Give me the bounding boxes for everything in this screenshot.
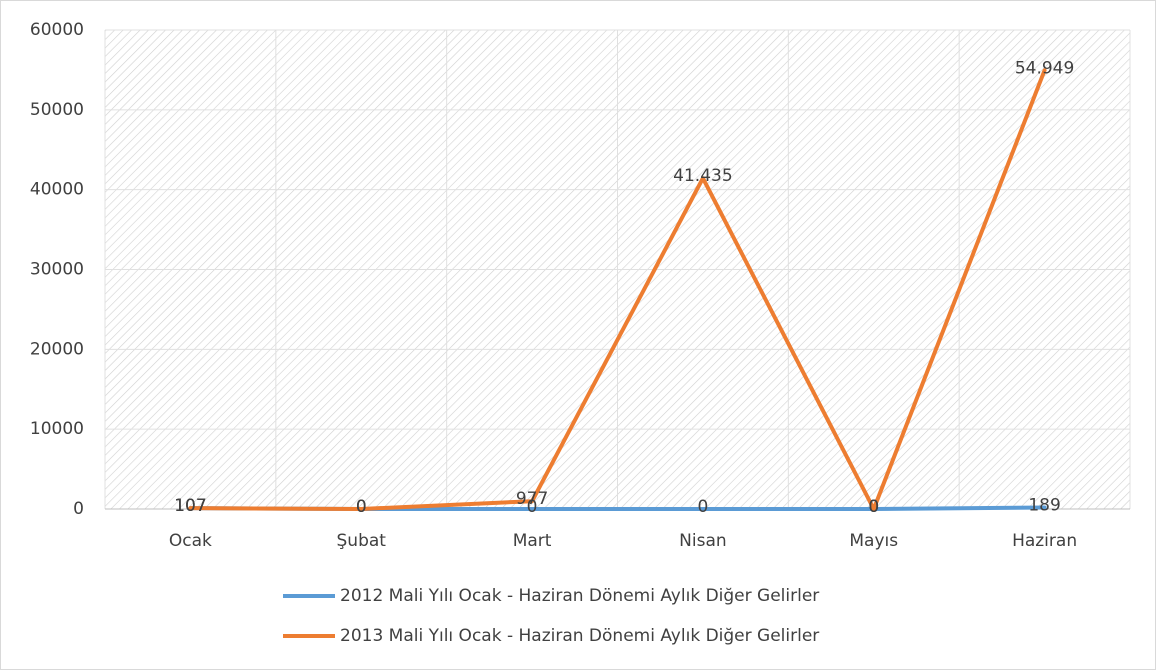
data-label: 977	[516, 489, 548, 509]
x-tick-label: Mayıs	[849, 531, 898, 551]
x-tick-label: Şubat	[337, 531, 387, 551]
data-label: 107	[174, 496, 206, 516]
x-tick-label: Ocak	[169, 531, 212, 551]
x-tick-label: Haziran	[1012, 531, 1077, 551]
x-tick-label: Mart	[513, 531, 552, 551]
data-label: 0	[868, 497, 879, 517]
series-line	[188, 68, 1047, 511]
legend-label: 2012 Mali Yılı Ocak - Haziran Dönemi Ayl…	[340, 586, 819, 606]
data-label: 54.949	[1015, 58, 1074, 78]
y-tick-label: 40000	[30, 180, 84, 200]
y-tick-label: 60000	[30, 20, 84, 40]
data-label: 41.435	[673, 166, 732, 186]
data-label: 0	[698, 497, 709, 517]
y-tick-label: 50000	[30, 100, 84, 120]
y-tick-label: 10000	[30, 419, 84, 439]
data-label: 0	[356, 497, 367, 517]
x-tick-label: Nisan	[679, 531, 727, 551]
data-label: 0	[868, 497, 879, 517]
data-label: 107	[174, 496, 206, 516]
data-label: 0	[356, 497, 367, 517]
y-tick-label: 20000	[30, 339, 84, 359]
legend-label: 2013 Mali Yılı Ocak - Haziran Dönemi Ayl…	[340, 626, 819, 646]
y-tick-label: 30000	[30, 260, 84, 280]
data-label: 0	[527, 497, 538, 517]
data-label: 189	[1028, 495, 1060, 515]
y-tick-label: 0	[73, 499, 84, 519]
